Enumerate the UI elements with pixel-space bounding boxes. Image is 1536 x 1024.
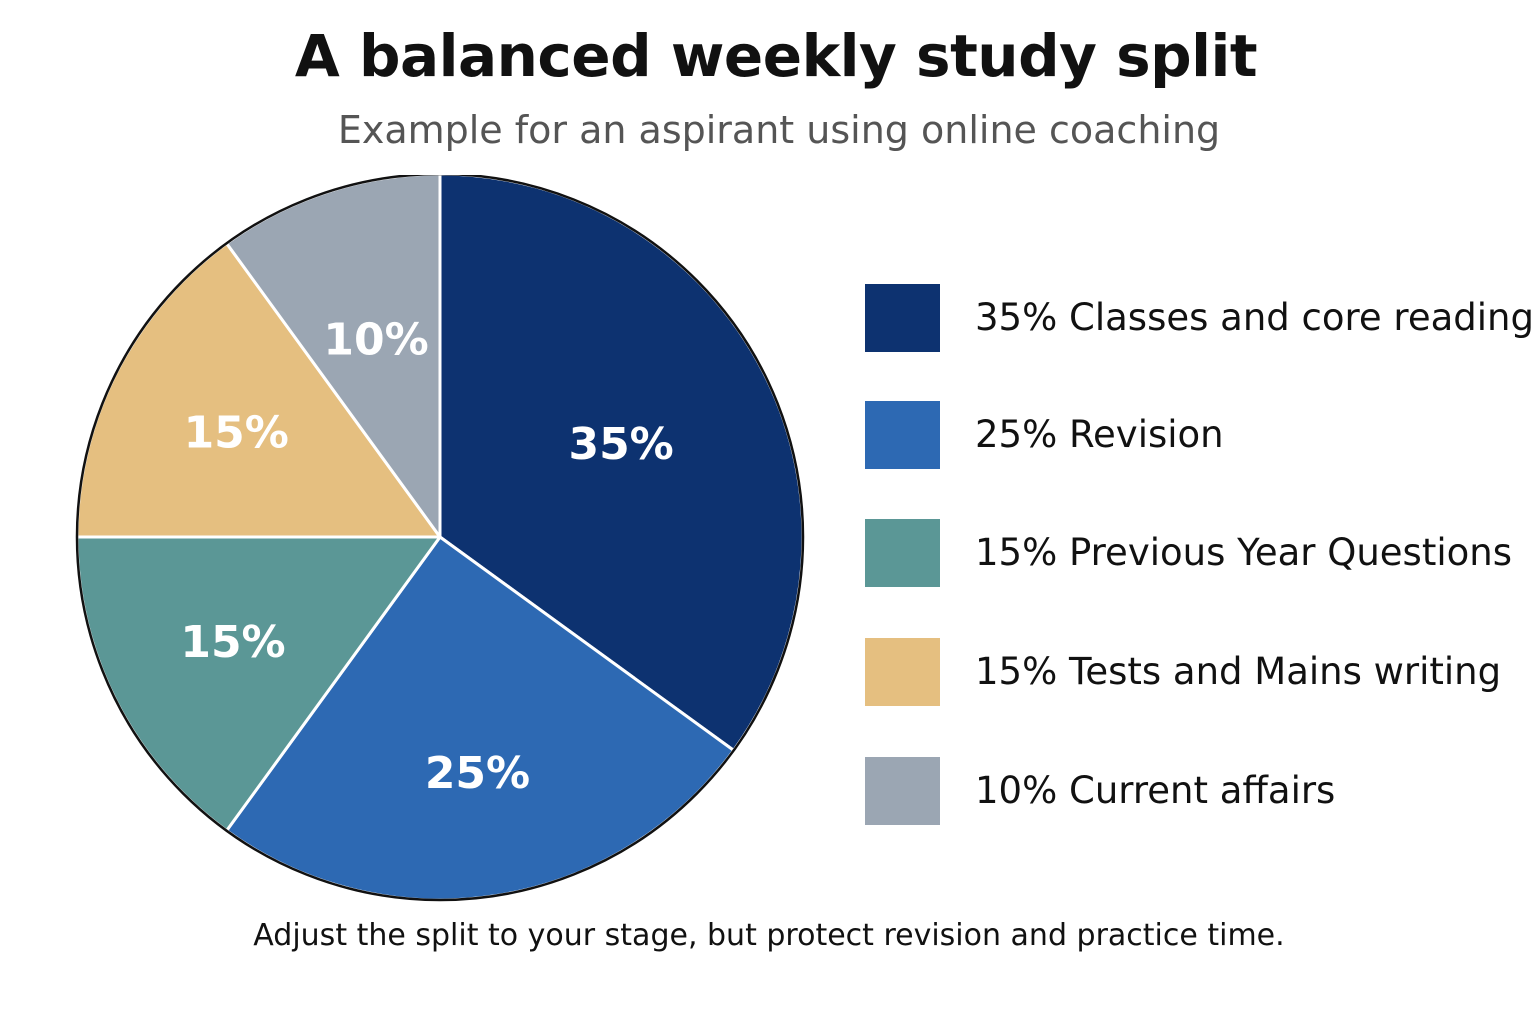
legend-label: 10% Current affairs bbox=[975, 769, 1336, 812]
pie-slice-label: 10% bbox=[323, 315, 428, 366]
chart-footnote: Adjust the split to your stage, but prot… bbox=[253, 918, 1285, 953]
legend-item: 35% Classes and core reading bbox=[865, 284, 1534, 352]
legend-swatch bbox=[865, 638, 940, 706]
pie-slice-label: 15% bbox=[184, 408, 289, 459]
legend-item: 25% Revision bbox=[865, 401, 1525, 469]
legend-label: 15% Previous Year Questions bbox=[975, 531, 1512, 574]
chart-subtitle: Example for an aspirant using online coa… bbox=[337, 108, 1221, 152]
legend-item: 15% Tests and Mains writing bbox=[865, 638, 1525, 706]
pie-chart-svg: 35% 25% 15% 15% 10% bbox=[75, 175, 805, 902]
pie-slice-label: 15% bbox=[180, 617, 285, 668]
pie-outline bbox=[75, 175, 805, 902]
legend-label: 25% Revision bbox=[975, 413, 1224, 456]
legend-label: 35% Classes and core reading bbox=[975, 296, 1534, 339]
legend-swatch bbox=[865, 284, 940, 352]
legend-swatch bbox=[865, 401, 940, 469]
pie-slice-label: 35% bbox=[568, 419, 673, 470]
legend-label: 15% Tests and Mains writing bbox=[975, 650, 1502, 693]
legend-swatch bbox=[865, 757, 940, 825]
pie-chart: 35% 25% 15% 15% 10% bbox=[70, 175, 810, 905]
legend-item: 15% Previous Year Questions bbox=[865, 519, 1525, 587]
legend-item: 10% Current affairs bbox=[865, 757, 1525, 825]
pie-slice-label: 25% bbox=[425, 748, 530, 799]
legend-swatch bbox=[865, 519, 940, 587]
chart-title: A balanced weekly study split bbox=[294, 22, 1258, 90]
